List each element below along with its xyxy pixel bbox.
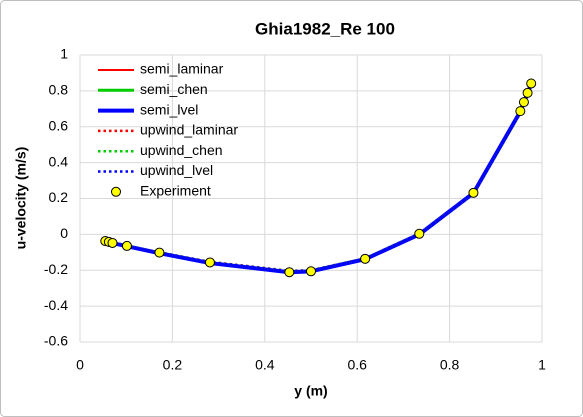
x-tick-label: 0 bbox=[76, 357, 84, 373]
data-point bbox=[204, 257, 215, 268]
legend-marker bbox=[111, 186, 121, 197]
legend-label: upwind_laminar bbox=[140, 122, 238, 138]
x-tick-label: 1 bbox=[538, 357, 546, 373]
y-tick-label: 0.6 bbox=[49, 117, 69, 133]
data-point bbox=[522, 87, 533, 98]
y-tick-label: -0.6 bbox=[44, 333, 68, 349]
data-point bbox=[154, 247, 165, 258]
data-point bbox=[284, 267, 295, 278]
x-tick-label: 0.8 bbox=[440, 357, 460, 373]
legend-label: semi_lvel bbox=[140, 101, 198, 117]
y-tick-label: -0.4 bbox=[44, 297, 68, 313]
data-point bbox=[121, 240, 132, 251]
x-tick-label: 0.2 bbox=[163, 357, 183, 373]
y-tick-label: -0.2 bbox=[44, 261, 68, 277]
legend-label: semi_chen bbox=[140, 81, 208, 97]
x-axis-label: y (m) bbox=[294, 383, 327, 399]
legend-label: upwind_lvel bbox=[140, 162, 213, 178]
x-tick-label: 0.4 bbox=[255, 357, 275, 373]
y-tick-label: 0 bbox=[60, 225, 68, 241]
data-point bbox=[306, 266, 316, 277]
x-tick-label: 0.6 bbox=[347, 357, 367, 373]
y-tick-label: 1 bbox=[60, 46, 68, 62]
y-tick-label: 0.2 bbox=[49, 189, 69, 205]
legend-label: semi_laminar bbox=[140, 61, 224, 77]
chart-title: Ghia1982_Re 100 bbox=[255, 19, 395, 38]
data-point bbox=[107, 237, 118, 248]
data-point bbox=[468, 187, 479, 198]
data-point bbox=[515, 106, 526, 117]
data-point bbox=[518, 97, 529, 108]
y-axis-label: u-velocity (m/s) bbox=[13, 147, 29, 250]
y-tick-label: 0.4 bbox=[49, 153, 69, 169]
series-line bbox=[105, 80, 534, 273]
legend-label: Experiment bbox=[140, 183, 211, 199]
legend-label: upwind_chen bbox=[140, 142, 223, 158]
y-tick-label: 0.8 bbox=[49, 82, 69, 98]
data-point bbox=[526, 78, 537, 89]
data-point bbox=[360, 253, 371, 264]
data-point bbox=[414, 228, 425, 239]
